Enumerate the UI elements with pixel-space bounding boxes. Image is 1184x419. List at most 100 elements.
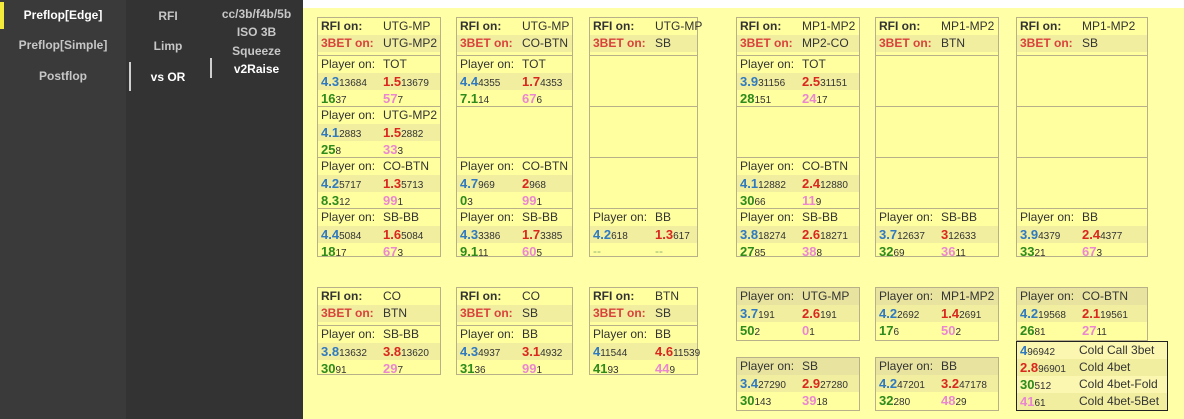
stat-b-value: 3 [941,227,949,242]
divider [318,208,440,209]
stat-row-1[interactable]: 4.12883 1.52882 [318,124,440,141]
rfi-value: CO [522,289,540,303]
stat-c: 1817 [321,243,347,262]
stat-c-value: 27 [740,244,755,259]
stat-row-2[interactable]: 30143 3918 [737,392,859,409]
stat-row-2[interactable]: 502 01 [737,322,859,339]
divider [590,157,697,158]
stat-a-count: 5717 [339,180,362,191]
three-bet-value: SB [655,306,672,320]
stat-row-2[interactable]: 2681 2711 [1017,322,1147,339]
stat-a-count: 11544 [600,348,628,359]
rfi-panel: RFI on: MP1-MP2 3BET on: MP2-CO Player on: TO… [736,17,860,260]
stat-row-2[interactable]: 03 991 [457,192,572,209]
stat-a: 4.33386 [460,226,500,245]
stat-row-2[interactable]: 258 333 [318,141,440,158]
nav-preflop-edge[interactable]: Preflop[Edge] [23,8,103,22]
nav-cc3bf4b5b[interactable]: cc/3b/f4b/5b [221,7,292,21]
legend-count: 96901 [1038,364,1066,375]
stat-c: 3269 [879,243,905,262]
rfi-row: RFI on: UTG-MP [318,18,440,35]
stat-row-1[interactable]: 4.44355 1.74353 [457,73,572,90]
stat-row-1[interactable]: 3.818274 2.618271 [737,226,859,243]
stat-row-1[interactable]: 3.427290 2.927280 [737,375,859,392]
stat-d-value: 48 [941,393,956,408]
stat-row-1[interactable]: 4.7969 2968 [457,175,572,192]
three-bet-label: 3BET on: [593,306,646,320]
stat-row-2[interactable]: 9.111 605 [457,243,572,260]
stat-c-value: 16 [321,91,336,106]
stat-row-1[interactable]: 3.931156 2.531151 [737,73,859,90]
nav-squeeze[interactable]: Squeeze [232,44,281,58]
stat-row-2[interactable]: 28151 2417 [737,90,859,107]
stat-row-1[interactable]: 4.112882 2.412880 [737,175,859,192]
stat-row-2[interactable]: 1817 673 [318,243,440,260]
three-bet-row: 3BET on: SB [1017,35,1147,52]
stat-row-2[interactable]: 2785 388 [737,243,859,260]
stat-c-value: 17 [879,323,894,338]
three-bet-row: 3BET on: SB [590,305,697,322]
stat-row-1[interactable]: 4.2618 1.3617 [590,226,697,243]
nav-vs-or[interactable]: vs OR [150,70,186,84]
stat-row-1[interactable]: 4.33386 1.73385 [457,226,572,243]
player-value: TOT [802,57,826,71]
stat-row-2[interactable]: 7.114 676 [457,90,572,107]
rfi-value: UTG-MP [655,19,703,33]
stat-row-1[interactable]: 3.94379 2.44377 [1017,226,1147,243]
stat-row-2[interactable]: 1637 577 [318,90,440,107]
player-value: CO-BTN [383,159,429,173]
nav-limp[interactable]: Limp [153,39,183,53]
legend-label: Cold 4bet-Fold [1079,377,1158,391]
stat-row-2[interactable]: 3066 119 [737,192,859,209]
three-bet-row: 3BET on: BTN [876,35,998,52]
rfi-label: RFI on: [740,19,782,33]
stat-row-1[interactable]: 4.247201 3.247178 [876,375,998,392]
stat-row-2[interactable]: -- -- [590,243,697,260]
player-box: Player on: UTG-MP 3.7191 2.6191 502 01 [736,287,860,341]
divider [457,55,572,56]
nav-preflop-simple[interactable]: Preflop[Simple] [18,38,108,52]
player-row: Player on: SB-BB [318,326,440,343]
stat-b-value: 1.6 [383,227,402,242]
stat-row-1[interactable]: 4.34937 3.14932 [457,343,572,360]
stat-row-2[interactable]: 3269 3611 [876,243,998,260]
nav-rfi[interactable]: RFI [158,9,178,23]
stat-row-1[interactable]: 3.712637 312633 [876,226,998,243]
nav-v2raise[interactable]: v2Raise [233,62,280,76]
nav-postflop[interactable]: Postflop [39,69,87,83]
stat-c-count: 17 [335,248,347,259]
stat-row-2[interactable]: 8.312 991 [318,192,440,209]
stat-row-1[interactable]: 4.313684 1.513679 [318,73,440,90]
stat-row-1[interactable]: 4.22692 1.42691 [876,305,998,322]
player-value: CO-BTN [522,159,568,173]
stat-row-2[interactable]: 32280 4829 [876,392,998,409]
three-bet-value: SB [655,36,672,50]
stat-a-count: 13684 [339,78,367,89]
stat-row-1[interactable]: 411544 4.611539 [590,343,700,360]
stat-row-1[interactable]: 4.25717 1.35713 [318,175,440,192]
stat-c: 258 [321,141,341,160]
stat-d-value: 99 [522,193,537,208]
stat-d: 673 [383,243,403,262]
stat-row-2[interactable]: 3136 991 [457,360,572,377]
nav-iso-3b[interactable]: ISO 3B [236,25,277,39]
stat-row-1[interactable]: 4.219568 2.119561 [1017,305,1147,322]
legend-row: 496942 Cold Call 3bet [1017,342,1167,359]
legend-value: 4161 [1020,393,1046,412]
stat-d-value: 44 [655,361,670,376]
stat-d-value: 67 [522,91,537,106]
stat-a-value: 4.7 [460,176,479,191]
stat-row-2[interactable]: 4193 449 [590,360,697,377]
stat-b: 1.35713 [383,175,423,194]
stat-row-1[interactable]: 3.7191 2.6191 [737,305,859,322]
stat-row-2[interactable]: 3321 673 [1017,243,1147,260]
stat-b: 3.14932 [522,343,562,362]
stat-d-count: 18 [816,397,828,408]
player-value: CO-BTN [1082,289,1128,303]
stat-a-value: 4.2 [879,306,898,321]
stat-row-1[interactable]: 4.45084 1.65084 [318,226,440,243]
stat-row-2[interactable]: 3091 297 [318,360,440,377]
stat-row-2[interactable]: 176 502 [876,322,998,339]
stat-a: 4.25717 [321,175,361,194]
stat-row-1[interactable]: 3.813632 3.813620 [318,343,440,360]
